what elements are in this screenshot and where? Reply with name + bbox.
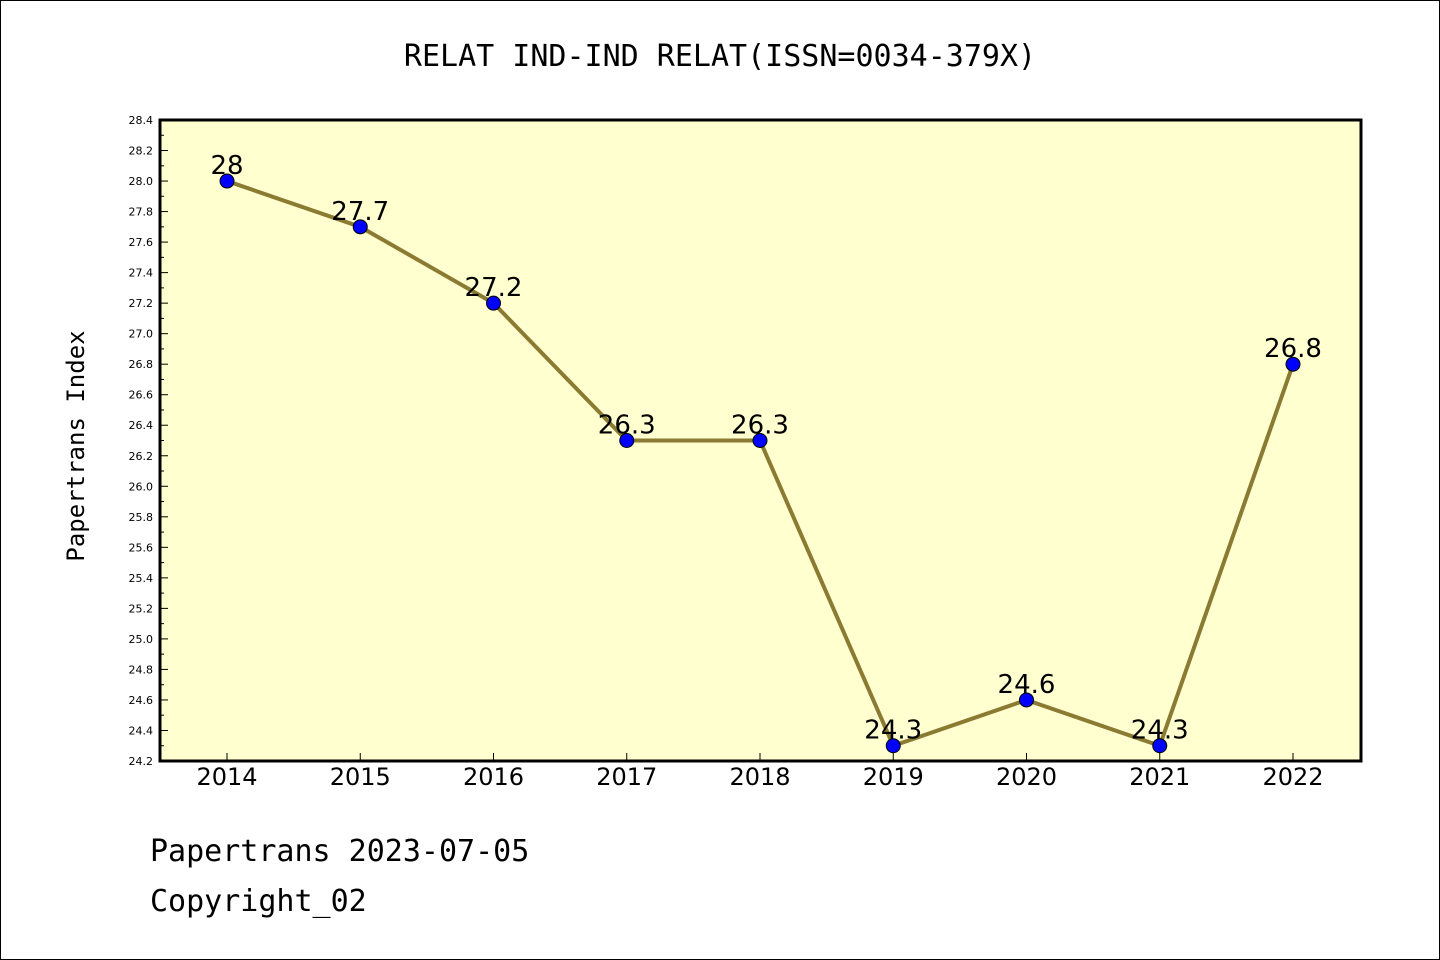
x-tick-label: 2017 (596, 763, 657, 791)
data-label: 27.2 (465, 273, 523, 303)
x-tick-label: 2014 (196, 763, 257, 791)
data-points (219, 173, 1301, 754)
y-tick-label: 28.2 (129, 145, 154, 158)
y-tick-label: 25.6 (129, 541, 154, 554)
data-label: 28 (210, 151, 243, 181)
data-label: 26.3 (598, 411, 656, 441)
data-point-marker (885, 738, 901, 754)
y-axis-label: Papertrans Index (62, 330, 90, 561)
y-tick-label: 25.8 (129, 511, 154, 524)
footer-copyright: Copyright_02 (150, 884, 367, 919)
y-tick-label: 26.6 (129, 389, 154, 402)
data-point-marker (352, 219, 368, 235)
data-point-marker (1019, 692, 1034, 708)
data-label: 24.3 (1131, 716, 1189, 746)
data-point-marker (619, 433, 635, 448)
data-label: 24.6 (998, 670, 1056, 700)
y-tick-label: 25.4 (129, 572, 154, 585)
chart-title: RELAT IND-IND RELAT(ISSN=0034-379X) (404, 39, 1036, 74)
data-point-marker (219, 173, 235, 189)
y-tick-label: 27.8 (129, 206, 154, 219)
y-tick-label: 27.0 (129, 328, 154, 341)
y-tick-label: 27.2 (129, 297, 154, 310)
y-tick-label: 28.4 (129, 114, 154, 127)
data-point-marker (1285, 356, 1301, 372)
y-tick-label: 24.8 (129, 663, 154, 676)
x-tick-label: 2019 (863, 763, 924, 791)
y-tick-label: 26.8 (129, 358, 154, 371)
data-label: 27.7 (331, 197, 389, 227)
y-tick-label: 24.6 (129, 694, 154, 707)
y-tick-label: 25.2 (129, 602, 154, 615)
y-tick-label: 28.0 (129, 175, 154, 188)
x-tick-label: 2015 (330, 763, 391, 791)
y-axis: 24.2 24.4 24.6 24.8 25.0 25.2 25.4 25.6 25.8 26.0… (129, 114, 168, 768)
x-axis: 2014 2015 2016 2017 2018 2019 2020 2021 2022 (196, 753, 1324, 791)
x-tick-label: 2022 (1262, 763, 1323, 791)
data-label: 24.3 (864, 716, 922, 746)
footer-date: Papertrans 2023-07-05 (150, 834, 530, 869)
y-tick-label: 27.4 (129, 267, 154, 280)
y-tick-label: 26.0 (129, 480, 154, 493)
y-tick-label: 27.6 (129, 236, 154, 249)
data-label: 26.8 (1264, 334, 1322, 364)
y-tick-label: 25.0 (129, 633, 154, 646)
y-tick-label: 26.4 (129, 419, 154, 432)
data-label: 26.3 (731, 411, 789, 441)
y-tick-label: 24.4 (129, 724, 154, 737)
data-labels: 28 27.7 27.2 26.3 26.3 24.3 24.6 24.3 26.8 (210, 151, 1321, 746)
x-tick-label: 2020 (996, 763, 1057, 791)
y-tick-label: 24.2 (129, 755, 154, 768)
x-tick-label: 2016 (463, 763, 524, 791)
data-point-marker (486, 295, 501, 311)
y-tick-label: 26.2 (129, 450, 154, 463)
x-tick-label: 2018 (729, 763, 790, 791)
data-point-marker (1152, 738, 1168, 754)
x-tick-label: 2021 (1129, 763, 1190, 791)
data-point-marker (752, 433, 768, 448)
